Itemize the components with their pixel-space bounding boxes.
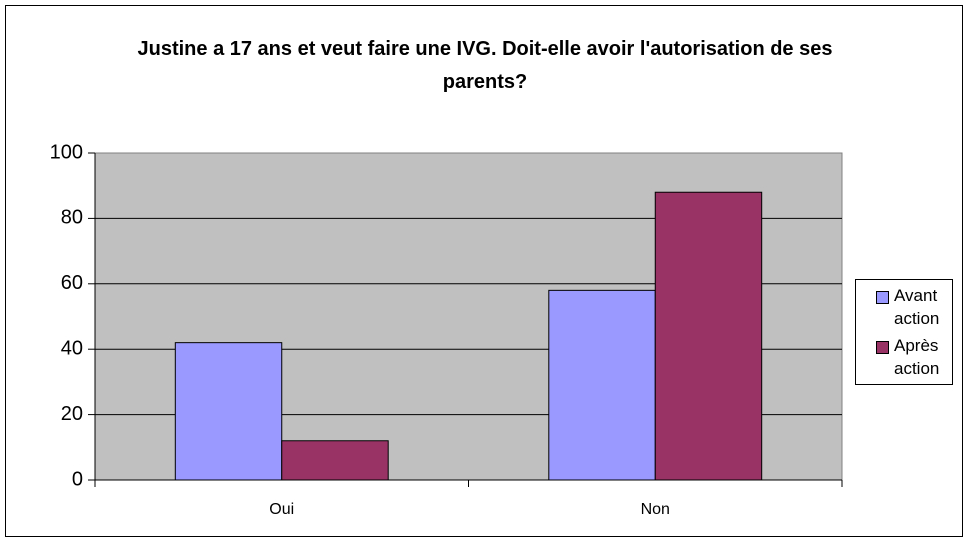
x-tick-label: Oui (269, 501, 294, 518)
y-tick-label: 60 (61, 272, 83, 294)
x-tick-label: Non (641, 501, 670, 518)
legend-swatch (876, 291, 889, 304)
y-tick-label: 80 (61, 207, 83, 229)
legend-label: Après action (894, 336, 940, 378)
chart-title: Justine a 17 ans et veut faire une IVG. … (137, 38, 833, 93)
legend: Avant action Après action (855, 279, 953, 385)
y-tick-label: 40 (61, 337, 83, 359)
y-tick-label: 100 (50, 141, 83, 163)
legend-label: Avant action (894, 286, 940, 328)
bar (548, 289, 656, 481)
legend-entry: Après action (856, 334, 952, 384)
bar (281, 440, 389, 481)
y-tick-label: 0 (72, 468, 83, 490)
bar (174, 342, 283, 481)
legend-swatch (876, 341, 889, 354)
y-tick-label: 20 (61, 403, 83, 425)
bar (654, 191, 763, 481)
legend-entry: Avant action (856, 284, 952, 334)
